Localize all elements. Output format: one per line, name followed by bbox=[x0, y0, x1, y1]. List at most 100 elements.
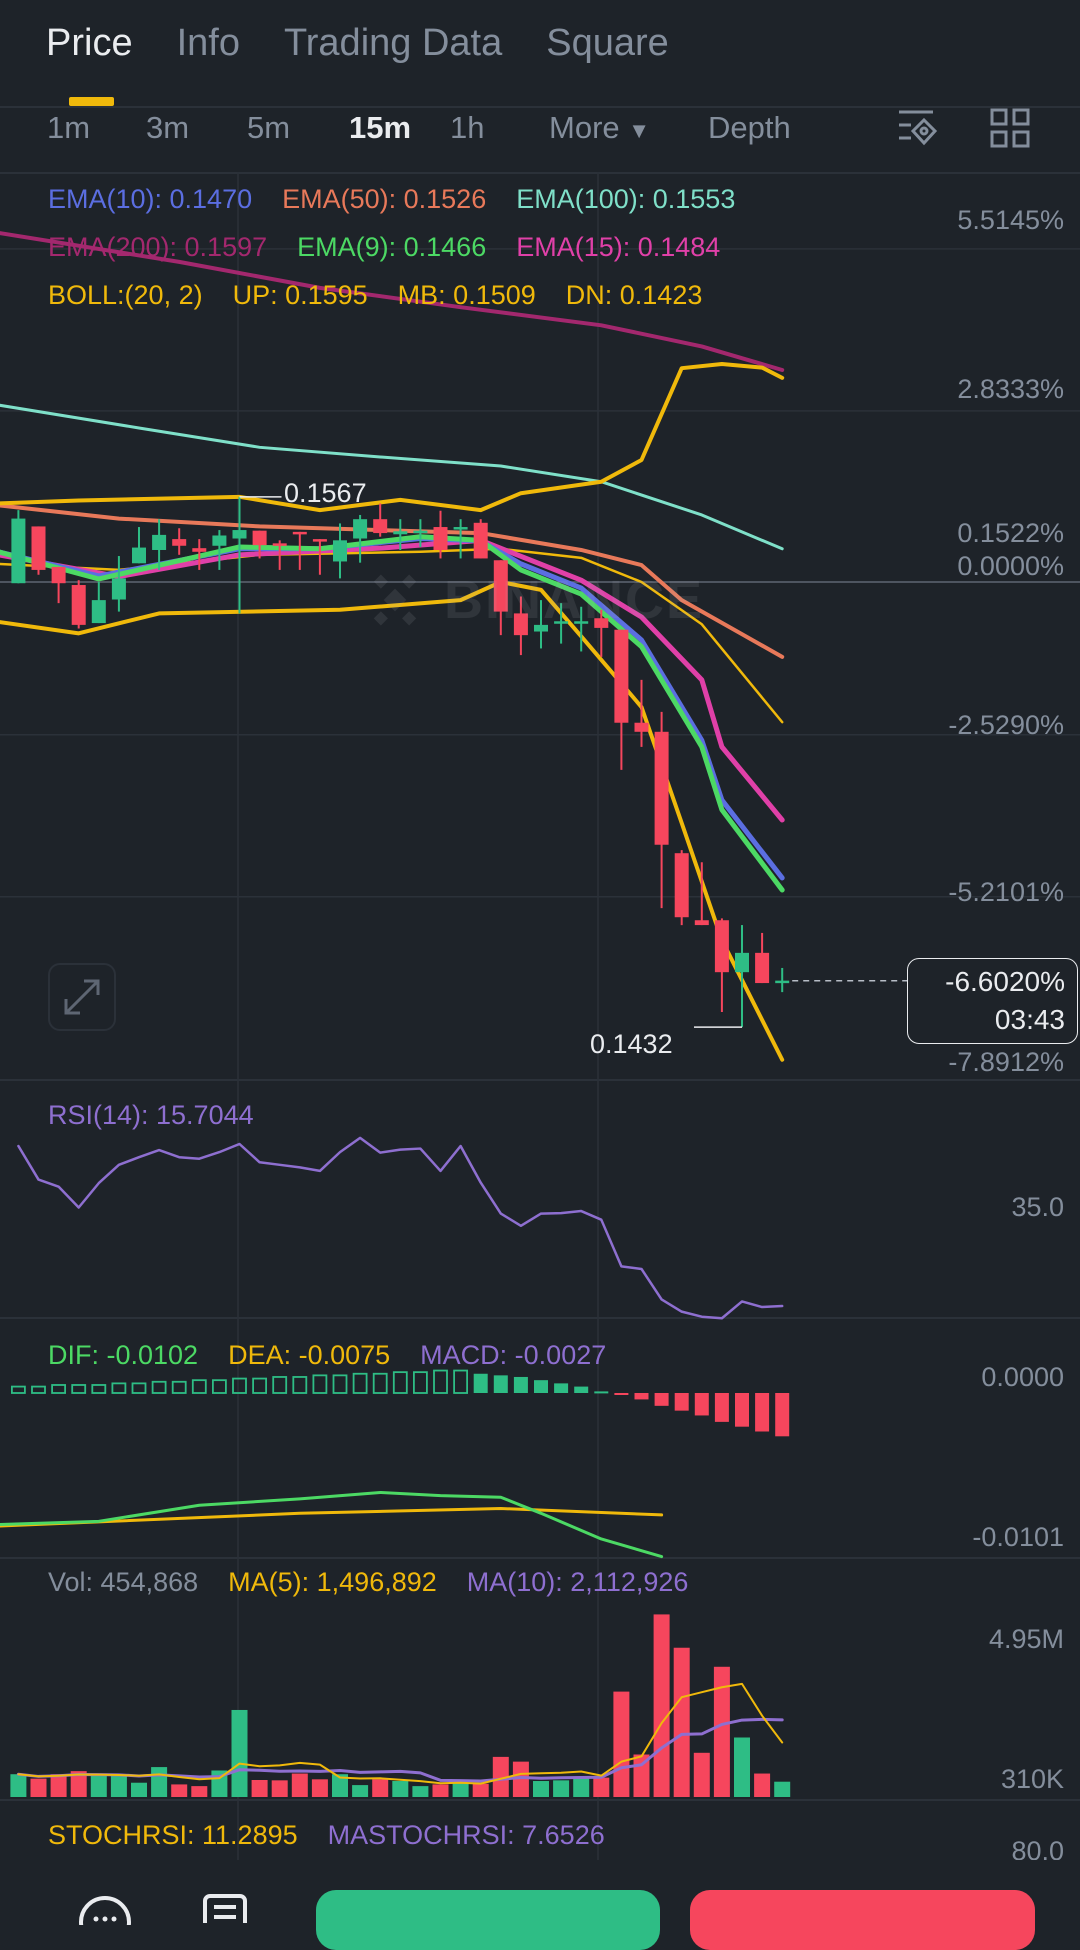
candle-body bbox=[493, 560, 508, 612]
tab-trading-data[interactable]: Trading Data bbox=[283, 22, 503, 64]
macd-histogram-bar bbox=[252, 1377, 268, 1394]
candle-body bbox=[554, 621, 569, 624]
line-ema200 bbox=[0, 231, 785, 372]
interval-5m[interactable]: 5m bbox=[247, 110, 291, 145]
macd-histogram-bar bbox=[232, 1377, 247, 1394]
high-price-label: 0.1567 bbox=[284, 478, 367, 508]
macd-histogram-bar bbox=[10, 1385, 26, 1394]
price-axis-label: -7.8912% bbox=[948, 1047, 1064, 1077]
dea-line bbox=[0, 1506, 664, 1528]
candle-body bbox=[152, 534, 167, 550]
volume-axis-top: 4.95M bbox=[988, 1624, 1064, 1654]
current-price-tag: -6.6020% 03:43 bbox=[907, 958, 1078, 1044]
ema-legend-row-1: EMA(10): 0.1470 EMA(50): 0.1526 EMA(100): … bbox=[48, 184, 735, 215]
depth-tab[interactable]: Depth bbox=[708, 110, 791, 145]
macd-histogram-bar bbox=[312, 1374, 328, 1394]
volume-bar bbox=[332, 1774, 348, 1797]
volume-bar bbox=[10, 1774, 27, 1797]
volume-bar bbox=[191, 1786, 208, 1797]
candle-body bbox=[775, 980, 790, 984]
candle-body bbox=[654, 731, 669, 845]
line-ema50 bbox=[0, 503, 785, 659]
indicator-legend-item: EMA(200): 0.1597 bbox=[48, 232, 268, 262]
indicator-legend-item: BOLL:(20, 2) bbox=[48, 280, 203, 310]
macd-histogram-bar bbox=[614, 1393, 629, 1395]
dif-value: DIF: -0.0102 bbox=[48, 1340, 199, 1370]
volume-bar bbox=[412, 1786, 429, 1797]
price-axis-label: 0.0000% bbox=[957, 551, 1064, 581]
interval-1h[interactable]: 1h bbox=[450, 110, 485, 145]
macd-histogram-bar bbox=[574, 1386, 589, 1393]
candle-body bbox=[192, 548, 207, 552]
macd-histogram-bar bbox=[392, 1371, 408, 1394]
interval-15m[interactable]: 15m bbox=[349, 110, 412, 145]
volume-bar bbox=[171, 1784, 188, 1797]
indicator-legend-item: EMA(9): 0.1466 bbox=[297, 232, 487, 262]
tab-square[interactable]: Square bbox=[546, 22, 669, 64]
macd-axis-top: 0.0000 bbox=[981, 1362, 1064, 1392]
macd-histogram-bar bbox=[473, 1373, 488, 1393]
price-chart bbox=[0, 231, 907, 1062]
macd-histogram-bar bbox=[71, 1384, 87, 1394]
candle-body bbox=[312, 539, 327, 542]
volume-bar bbox=[90, 1774, 107, 1797]
macd-histogram-bar bbox=[493, 1375, 508, 1393]
rsi-axis-label: 35.0 bbox=[1011, 1192, 1064, 1222]
interval-1m[interactable]: 1m bbox=[47, 110, 91, 145]
candle-body bbox=[71, 585, 86, 625]
volume-bar bbox=[311, 1779, 328, 1797]
candle-body bbox=[574, 621, 589, 624]
volume-ma10: MA(10): 2,112,926 bbox=[466, 1567, 689, 1597]
macd-histogram-bar bbox=[372, 1372, 388, 1394]
active-tab-indicator bbox=[69, 97, 114, 106]
more-label: More bbox=[549, 110, 620, 145]
indicator-legend-item: UP: 0.1595 bbox=[232, 280, 368, 310]
chat-icon[interactable] bbox=[78, 1895, 132, 1948]
volume-bar bbox=[653, 1614, 670, 1797]
macd-histogram-bar bbox=[775, 1393, 790, 1437]
volume-bar bbox=[372, 1779, 389, 1797]
volume-bar bbox=[151, 1767, 168, 1797]
rsi-value: RSI(14): 15.7044 bbox=[48, 1100, 254, 1130]
volume-bar bbox=[30, 1778, 47, 1797]
volume-bar bbox=[291, 1773, 308, 1797]
volume-bar bbox=[492, 1756, 509, 1797]
volume-bar bbox=[613, 1691, 630, 1797]
tab-info[interactable]: Info bbox=[176, 22, 240, 64]
macd-histogram-bar bbox=[534, 1380, 548, 1393]
macd-histogram-bar bbox=[151, 1380, 167, 1394]
volume-bar bbox=[131, 1782, 147, 1797]
indicator-legend-item: EMA(10): 0.1470 bbox=[48, 184, 253, 214]
boll-legend-row: BOLL:(20, 2) UP: 0.1595 MB: 0.1509 DN: 0.14… bbox=[48, 280, 702, 311]
candle-body bbox=[11, 518, 26, 584]
more-dropdown[interactable]: More ▼ bbox=[549, 110, 650, 146]
candle-body bbox=[373, 519, 388, 534]
indicator-legend-item: EMA(50): 0.1526 bbox=[282, 184, 487, 214]
macd-histogram-bar bbox=[654, 1393, 669, 1406]
sell-button[interactable] bbox=[690, 1890, 1035, 1950]
candle-body bbox=[534, 624, 548, 632]
macd-histogram-bar bbox=[51, 1384, 66, 1394]
volume-value: Vol: 454,868 bbox=[48, 1567, 199, 1597]
fullscreen-button[interactable] bbox=[48, 963, 116, 1031]
tab-price[interactable]: Price bbox=[46, 22, 133, 64]
candle-body bbox=[172, 539, 187, 546]
volume-bar bbox=[70, 1771, 87, 1797]
interval-3m[interactable]: 3m bbox=[146, 110, 190, 145]
volume-chart bbox=[10, 1614, 791, 1797]
macd-histogram-bar bbox=[91, 1384, 107, 1394]
binance-watermark: BINANCE bbox=[360, 565, 704, 635]
buy-button[interactable] bbox=[316, 1890, 660, 1950]
volume-bar bbox=[774, 1781, 791, 1797]
expand-icon bbox=[64, 979, 100, 1015]
ema-legend-row-2: EMA(200): 0.1597 EMA(9): 0.1466 EMA(15): 0… bbox=[48, 232, 720, 263]
macd-histogram-bar bbox=[594, 1391, 609, 1394]
volume-bar bbox=[673, 1647, 690, 1797]
indicator-settings-icon[interactable] bbox=[895, 108, 941, 155]
macd-histogram-bar bbox=[694, 1393, 709, 1416]
divider bbox=[0, 172, 1080, 174]
low-price-label: 0.1432 bbox=[590, 1029, 673, 1059]
candle-body bbox=[453, 527, 468, 530]
layout-grid-icon[interactable] bbox=[990, 108, 1032, 155]
